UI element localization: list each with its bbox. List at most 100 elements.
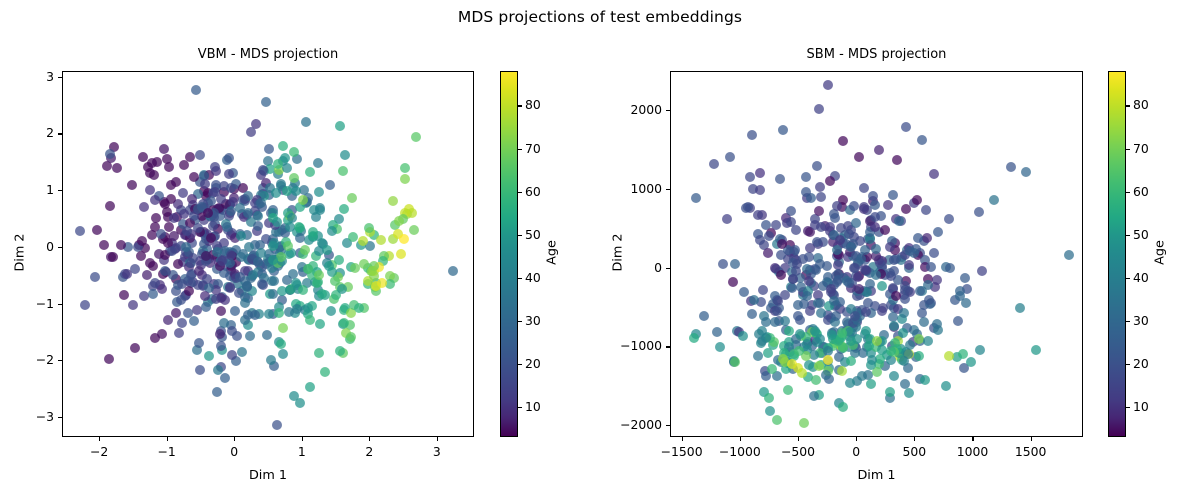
colorbar-tick-label: 60 bbox=[525, 183, 541, 199]
scatter-point bbox=[915, 285, 926, 296]
scatter-point bbox=[844, 205, 855, 216]
scatter-point bbox=[869, 300, 880, 311]
x-tick-label: −1500 bbox=[660, 444, 703, 459]
scatter-point bbox=[241, 281, 252, 292]
y-tick-mark bbox=[58, 417, 62, 419]
scatter-point bbox=[160, 249, 171, 260]
scatter-point bbox=[760, 316, 771, 327]
scatter-point bbox=[152, 157, 163, 168]
scatter-point bbox=[359, 258, 370, 269]
scatter-point bbox=[862, 252, 873, 263]
scatter-point bbox=[814, 348, 825, 359]
scatter-point bbox=[872, 366, 883, 377]
scatter-point bbox=[879, 329, 890, 340]
scatter-point bbox=[92, 225, 103, 236]
scatter-point bbox=[305, 167, 316, 178]
scatter-point bbox=[218, 181, 229, 192]
scatter-point bbox=[919, 317, 930, 328]
scatter-point bbox=[349, 262, 360, 273]
scatter-point bbox=[801, 344, 812, 355]
colorbar-tick-label: 70 bbox=[525, 140, 541, 156]
scatter-point bbox=[830, 170, 841, 181]
scatter-point bbox=[247, 270, 258, 281]
scatter-point bbox=[210, 161, 221, 172]
scatter-point bbox=[309, 204, 320, 215]
scatter-point bbox=[300, 245, 311, 256]
scatter-point bbox=[268, 207, 279, 218]
colorbar-tick-mark bbox=[1126, 191, 1130, 193]
scatter-point bbox=[890, 253, 901, 264]
scatter-point bbox=[171, 176, 182, 187]
scatter-point bbox=[245, 330, 256, 341]
scatter-point bbox=[202, 207, 213, 218]
scatter-point bbox=[790, 225, 801, 236]
scatter-point bbox=[212, 365, 223, 376]
scatter-point bbox=[219, 268, 230, 279]
scatter-point bbox=[929, 168, 939, 179]
scatter-point bbox=[292, 283, 303, 294]
scatter-point bbox=[831, 244, 842, 255]
y-axis-label-sbm: Dim 2 bbox=[610, 233, 626, 272]
colorbar-tick-label: 20 bbox=[525, 355, 541, 371]
scatter-point bbox=[194, 256, 205, 267]
scatter-point bbox=[933, 227, 944, 238]
scatter-point bbox=[235, 202, 246, 213]
scatter-point bbox=[799, 298, 810, 309]
scatter-point bbox=[294, 222, 305, 233]
scatter-point bbox=[263, 217, 274, 228]
scatter-point bbox=[806, 299, 817, 310]
scatter-point bbox=[330, 290, 341, 301]
y-axis-label-vbm: Dim 2 bbox=[12, 233, 28, 272]
scatter-point bbox=[829, 212, 840, 223]
scatter-point bbox=[250, 119, 261, 130]
y-tick-label: 0 bbox=[46, 238, 54, 254]
scatter-point bbox=[119, 289, 130, 300]
scatter-point bbox=[269, 360, 280, 371]
scatter-point bbox=[960, 297, 971, 308]
y-tick-label: 3 bbox=[46, 68, 54, 84]
scatter-point bbox=[859, 182, 870, 193]
scatter-point bbox=[208, 221, 219, 232]
scatter-point bbox=[867, 190, 878, 201]
scatter-point bbox=[797, 368, 808, 379]
scatter-point bbox=[245, 126, 256, 137]
scatter-point bbox=[400, 163, 411, 174]
scatter-point bbox=[260, 177, 271, 188]
scatter-point bbox=[823, 374, 834, 385]
scatter-point bbox=[145, 185, 156, 195]
scatter-point bbox=[269, 238, 280, 249]
scatter-point bbox=[268, 255, 279, 266]
colorbar-tick-mark bbox=[1126, 320, 1130, 322]
scatter-point bbox=[109, 142, 120, 153]
y-tick-mark bbox=[666, 189, 670, 191]
scatter-point bbox=[762, 348, 773, 359]
scatter-point bbox=[791, 259, 802, 270]
scatter-point bbox=[296, 262, 307, 273]
scatter-point bbox=[305, 314, 316, 325]
scatter-point bbox=[250, 309, 261, 320]
scatter-point bbox=[345, 331, 356, 342]
scatter-point bbox=[246, 286, 257, 297]
scatter-point bbox=[802, 372, 813, 383]
scatter-point bbox=[283, 207, 294, 218]
y-tick-mark bbox=[666, 110, 670, 112]
scatter-point bbox=[747, 129, 758, 140]
x-tick-mark bbox=[972, 437, 974, 441]
scatter-point bbox=[264, 182, 275, 193]
scatter-point bbox=[192, 304, 203, 315]
scatter-point bbox=[315, 319, 326, 329]
scatter-point bbox=[739, 286, 750, 297]
scatter-point bbox=[833, 249, 844, 260]
scatter-point bbox=[870, 269, 881, 280]
scatter-point bbox=[836, 333, 847, 344]
scatter-point bbox=[276, 294, 287, 305]
scatter-point bbox=[334, 120, 345, 131]
y-tick-mark bbox=[58, 190, 62, 192]
scatter-point bbox=[865, 234, 876, 245]
scatter-point bbox=[926, 262, 937, 273]
scatter-point bbox=[804, 252, 815, 263]
scatter-point bbox=[875, 211, 886, 222]
scatter-point bbox=[370, 281, 381, 292]
scatter-point bbox=[791, 265, 802, 276]
scatter-point bbox=[929, 248, 940, 259]
